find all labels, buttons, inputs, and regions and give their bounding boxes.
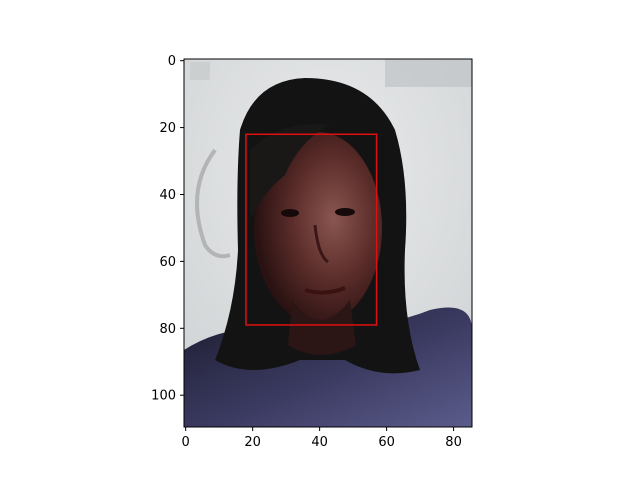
y-tick-label: 40 bbox=[159, 188, 176, 203]
x-tick-label: 40 bbox=[311, 435, 328, 450]
annotations-layer bbox=[245, 133, 378, 326]
x-tick-label: 60 bbox=[378, 435, 395, 450]
x-axis-ticks: 0 20 40 60 80 bbox=[182, 427, 462, 450]
wall-poster bbox=[385, 59, 472, 87]
nose bbox=[313, 224, 329, 264]
face bbox=[254, 132, 382, 324]
mouth bbox=[304, 286, 346, 295]
y-tick-label: 80 bbox=[159, 322, 176, 337]
y-tick-label: 100 bbox=[151, 389, 176, 404]
y-tick-label: 20 bbox=[159, 121, 176, 136]
face-detection-box bbox=[245, 133, 378, 326]
axes-frame bbox=[183, 58, 473, 428]
y-axis-ticks: 0 20 40 60 80 100 bbox=[151, 54, 184, 404]
face-photo bbox=[184, 59, 472, 427]
x-tick-label: 0 bbox=[182, 435, 190, 450]
wall-object bbox=[195, 148, 231, 259]
bangs bbox=[250, 124, 330, 220]
x-tick-label: 20 bbox=[244, 435, 261, 450]
right-eye bbox=[335, 208, 355, 216]
wall-mark bbox=[190, 62, 210, 80]
y-tick-label: 0 bbox=[168, 54, 176, 69]
y-tick-label: 60 bbox=[159, 255, 176, 270]
left-eye bbox=[281, 209, 299, 217]
neck bbox=[288, 300, 356, 355]
x-tick-label: 80 bbox=[445, 435, 462, 450]
